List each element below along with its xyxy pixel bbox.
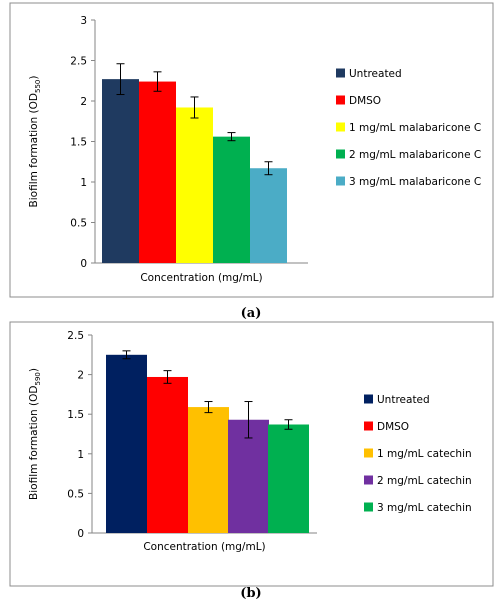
y-tick-label: 1.5 bbox=[67, 409, 84, 421]
y-tick-label: 2.5 bbox=[70, 56, 87, 68]
legend-label-4: 2 mg/mL malabaricone C bbox=[349, 149, 481, 161]
panel-label-a: (a) bbox=[241, 306, 262, 321]
bar-5 bbox=[268, 424, 309, 533]
legend-swatch-5 bbox=[364, 502, 373, 512]
bar-2 bbox=[139, 81, 176, 263]
legend-label-4: 2 mg/mL catechin bbox=[377, 475, 472, 487]
legend-swatch-3 bbox=[336, 122, 345, 132]
legend-label-1: Untreated bbox=[377, 394, 430, 406]
y-tick-label: 1 bbox=[80, 177, 87, 189]
legend-label-2: DMSO bbox=[377, 421, 409, 433]
y-tick-label: 0.5 bbox=[67, 488, 84, 500]
legend-label-2: DMSO bbox=[349, 95, 381, 107]
legend-swatch-3 bbox=[364, 448, 373, 458]
legend-label-3: 1 mg/mL malabaricone C bbox=[349, 122, 481, 134]
legend-label-3: 1 mg/mL catechin bbox=[377, 448, 472, 460]
y-tick-label: 3 bbox=[80, 15, 87, 27]
chart-panel-b: 0 0.5 1 1.5 2 2.5 Concentration (mg/mL) Biofilm… bbox=[9, 321, 494, 601]
bar-1 bbox=[106, 354, 147, 533]
y-tick-label: 0 bbox=[77, 528, 84, 540]
y-tick-label: 1.5 bbox=[70, 137, 87, 149]
panel-label-b: (b) bbox=[240, 586, 261, 601]
legend-swatch-1 bbox=[336, 68, 345, 78]
legend-label-5: 3 mg/mL malabaricone C bbox=[349, 176, 481, 188]
legend-swatch-2 bbox=[364, 421, 373, 431]
bar-3 bbox=[176, 107, 213, 263]
bar-4 bbox=[213, 136, 250, 263]
legend-swatch-4 bbox=[336, 149, 345, 159]
bar-4 bbox=[228, 419, 269, 533]
chart-frame bbox=[9, 321, 494, 587]
bar-3 bbox=[188, 407, 229, 533]
y-tick-label: 2 bbox=[77, 370, 84, 382]
y-axis-label: Biofilm formation (OD550) bbox=[28, 76, 42, 208]
y-tick-label: 0.5 bbox=[70, 218, 87, 230]
bar-1 bbox=[102, 79, 139, 263]
legend-swatch-2 bbox=[336, 95, 345, 105]
y-tick-label: 1 bbox=[77, 449, 84, 461]
y-tick-label: 2.5 bbox=[67, 330, 84, 342]
bar-5 bbox=[250, 168, 287, 263]
x-axis-label: Concentration (mg/mL) bbox=[143, 541, 265, 553]
y-axis-label: Biofilm formation (OD590) bbox=[28, 368, 42, 500]
y-tick-label: 2 bbox=[80, 96, 87, 108]
legend-swatch-4 bbox=[364, 475, 373, 485]
chart-frame bbox=[9, 2, 494, 298]
legend-swatch-1 bbox=[364, 394, 373, 404]
legend-swatch-5 bbox=[336, 176, 345, 186]
bar-2 bbox=[147, 376, 188, 533]
y-tick-label: 0 bbox=[80, 258, 87, 270]
legend-label-5: 3 mg/mL catechin bbox=[377, 502, 472, 514]
chart-panel-a: 0 0.5 1 1.5 2 2.5 3 Concentration (mg/mL) Biofil… bbox=[9, 2, 494, 321]
legend-label-1: Untreated bbox=[349, 68, 402, 80]
x-axis-label: Concentration (mg/mL) bbox=[140, 272, 262, 284]
